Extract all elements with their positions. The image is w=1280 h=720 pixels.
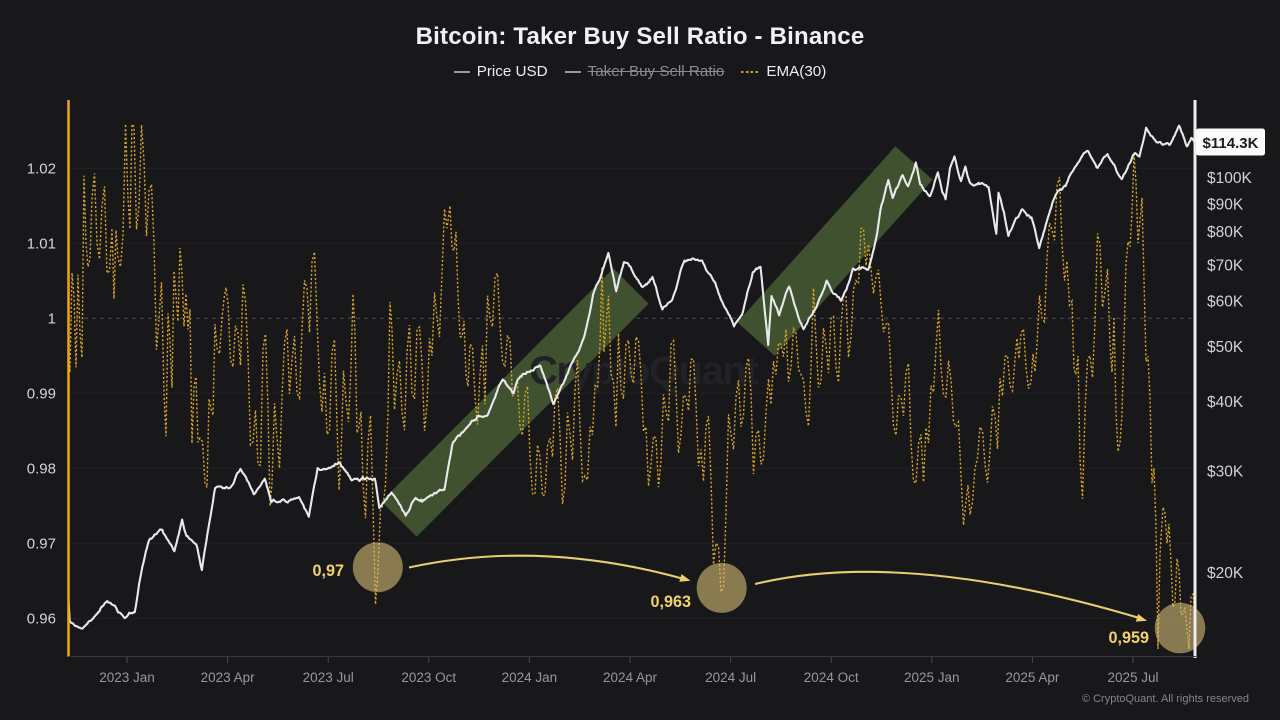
svg-text:0,97: 0,97: [312, 562, 344, 580]
svg-text:1: 1: [48, 311, 56, 328]
svg-text:1.02: 1.02: [27, 161, 56, 178]
svg-text:0.98: 0.98: [27, 461, 56, 478]
svg-text:0.96: 0.96: [27, 611, 56, 628]
svg-text:$100K: $100K: [1207, 170, 1252, 187]
svg-text:CryptoQuant: CryptoQuant: [529, 349, 758, 393]
svg-text:$114.3K: $114.3K: [1203, 135, 1259, 152]
svg-text:$50K: $50K: [1207, 339, 1244, 356]
svg-text:2023 Oct: 2023 Oct: [401, 670, 456, 685]
svg-text:2024 Jul: 2024 Jul: [705, 670, 756, 685]
svg-text:1.01: 1.01: [27, 236, 56, 253]
svg-text:2023 Jan: 2023 Jan: [99, 670, 155, 685]
svg-text:2025 Jan: 2025 Jan: [904, 670, 960, 685]
svg-text:2024 Oct: 2024 Oct: [804, 670, 859, 685]
svg-text:0,959: 0,959: [1108, 629, 1149, 647]
svg-text:$90K: $90K: [1207, 197, 1244, 214]
svg-text:2023 Apr: 2023 Apr: [201, 670, 256, 685]
svg-text:2025 Jul: 2025 Jul: [1107, 670, 1158, 685]
svg-text:$40K: $40K: [1207, 394, 1244, 411]
svg-text:$60K: $60K: [1207, 294, 1244, 311]
svg-text:2024 Apr: 2024 Apr: [603, 670, 658, 685]
svg-text:0.97: 0.97: [27, 536, 56, 553]
svg-text:0,963: 0,963: [650, 593, 691, 611]
svg-text:$70K: $70K: [1207, 258, 1244, 275]
svg-text:$20K: $20K: [1207, 565, 1244, 582]
svg-text:2023 Jul: 2023 Jul: [303, 670, 354, 685]
svg-text:0.99: 0.99: [27, 386, 56, 403]
svg-text:$30K: $30K: [1207, 464, 1244, 481]
svg-text:$80K: $80K: [1207, 224, 1244, 241]
svg-text:2024 Jan: 2024 Jan: [502, 670, 558, 685]
svg-text:2025 Apr: 2025 Apr: [1005, 670, 1060, 685]
svg-text:© CryptoQuant. All rights rese: © CryptoQuant. All rights reserved: [1082, 693, 1249, 705]
